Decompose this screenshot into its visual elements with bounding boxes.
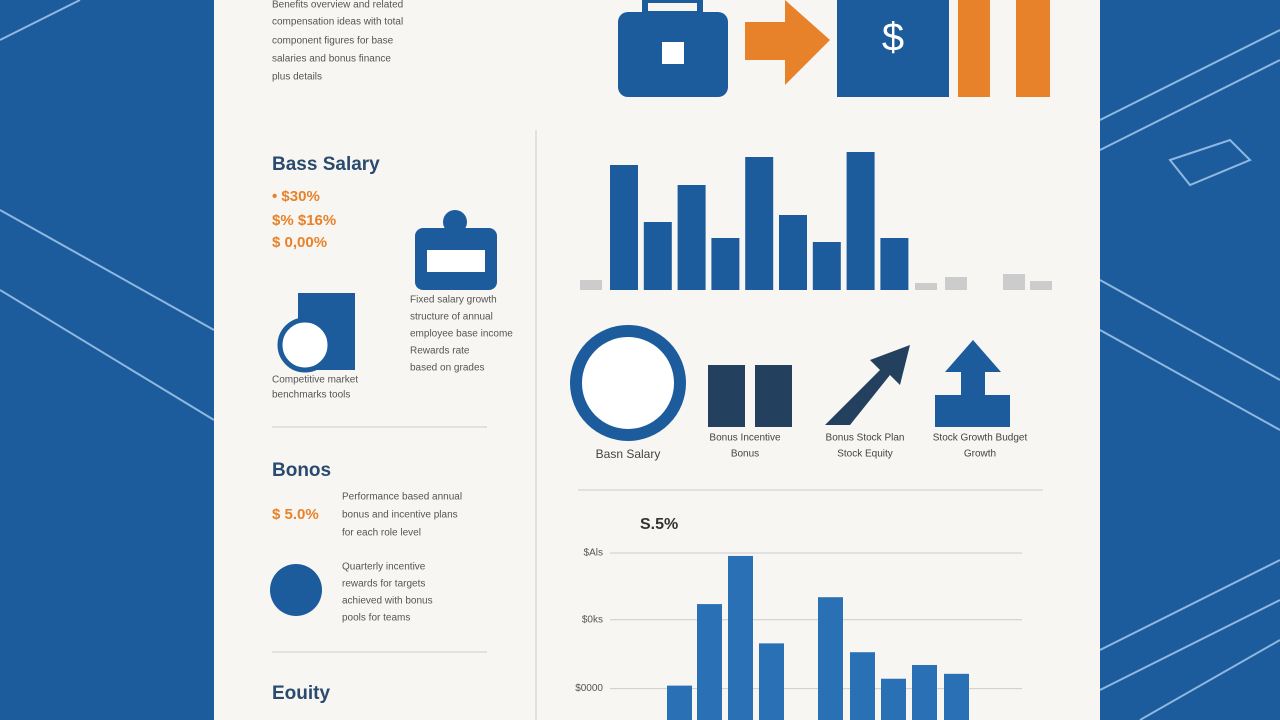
intro-line: compensation ideas with total [272, 17, 403, 28]
bar [610, 165, 638, 290]
bar [846, 152, 875, 290]
note: Fixed salary growth [410, 295, 497, 306]
icon-label: Growth [964, 449, 996, 460]
icon-label: Bonus Stock Plan [826, 433, 905, 444]
icon-row [570, 325, 1010, 441]
figure: $ 0,00% [272, 234, 327, 251]
svg-text:$: $ [882, 16, 904, 60]
note: Quarterly incentive [342, 562, 426, 573]
icon-label: Bonus [731, 449, 759, 460]
note: Rewards rate [410, 346, 470, 357]
icon-label: Basn Salary [596, 447, 661, 461]
minor-bar [580, 280, 602, 290]
bonus-icon [270, 564, 322, 616]
note: structure of annual [410, 312, 493, 323]
minor-bar [1003, 274, 1025, 290]
bar [728, 555, 753, 720]
icon-label: Stock Growth Budget [933, 433, 1028, 444]
minor-bar [1030, 281, 1052, 290]
bar [912, 664, 937, 720]
caption: benchmarks tools [272, 390, 350, 401]
icon-label: Bonus Incentive [709, 433, 781, 444]
bar [711, 238, 740, 290]
bar [818, 597, 843, 720]
note: based on grades [410, 363, 485, 374]
bar [850, 652, 875, 720]
figure: $ 5.0% [272, 506, 319, 523]
header-icons: $ [618, 0, 1050, 97]
bar [779, 215, 807, 290]
register-icon [415, 210, 497, 290]
bar [667, 685, 692, 720]
bar [812, 242, 841, 290]
y-tick-label: $0ks [582, 614, 603, 625]
caption: Competitive market [272, 375, 358, 386]
coins-icon [277, 293, 355, 373]
note: Performance based annual [342, 492, 462, 503]
bar [881, 678, 906, 720]
note: bonus and incentive plans [342, 510, 458, 521]
bar [677, 185, 706, 290]
section-title: Bass Salary [272, 154, 380, 175]
bar [745, 157, 774, 290]
note: pools for teams [342, 613, 410, 624]
note: rewards for targets [342, 579, 425, 590]
minor-bar [915, 283, 937, 290]
section-title: Bonos [272, 460, 331, 481]
note: for each role level [342, 528, 421, 539]
figure: • $30% [272, 188, 320, 205]
figure: $% $16% [272, 212, 336, 229]
intro-line: component figures for base [272, 36, 394, 47]
y-tick-label: $Als [584, 548, 603, 559]
bar [759, 643, 784, 720]
bar [944, 673, 969, 720]
bar [697, 604, 722, 720]
note: achieved with bonus [342, 596, 433, 607]
bar [880, 238, 909, 290]
section-title: Eouity [272, 683, 330, 704]
y-tick-label: $0000 [575, 683, 603, 694]
minor-bar [945, 277, 967, 290]
bar [643, 222, 672, 290]
note: employee base income [410, 329, 513, 340]
intro-line: plus details [272, 72, 322, 83]
icon-label: Stock Equity [837, 449, 893, 460]
intro-line: Benefits overview and related [272, 0, 403, 11]
intro-line: salaries and bonus finance [272, 54, 391, 65]
chart-title: S.5% [640, 516, 678, 533]
